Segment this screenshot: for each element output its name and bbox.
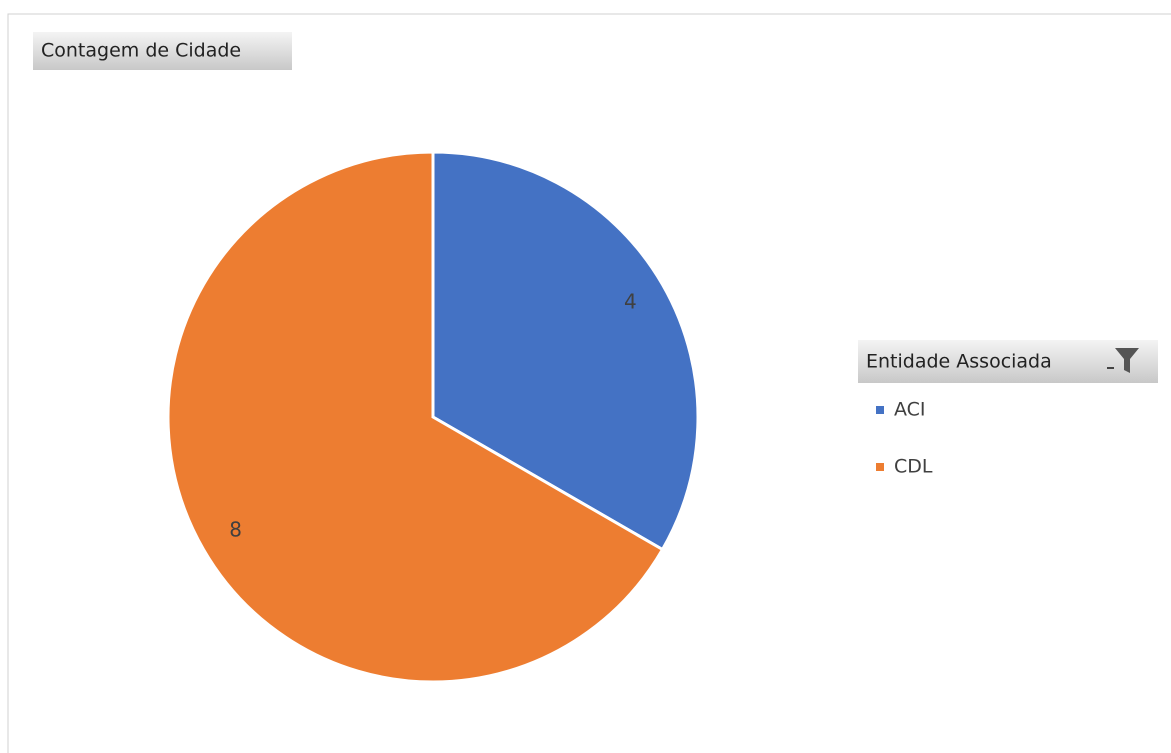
pie-slice	[166, 150, 665, 684]
filter-icon[interactable]	[1115, 348, 1139, 373]
data-label: 4	[624, 290, 637, 314]
legend-field-button[interactable]	[858, 340, 1158, 383]
legend-swatch	[876, 406, 884, 414]
legend-swatch	[876, 463, 884, 471]
pie-slice	[431, 150, 700, 552]
legend-title: Entidade Associada	[866, 351, 1052, 373]
legend-label: CDL	[894, 456, 933, 478]
value-field-button[interactable]	[33, 32, 292, 70]
legend-label: ACI	[894, 399, 926, 421]
data-label: 8	[229, 517, 242, 541]
value-field-label: Contagem de Cidade	[41, 40, 241, 62]
